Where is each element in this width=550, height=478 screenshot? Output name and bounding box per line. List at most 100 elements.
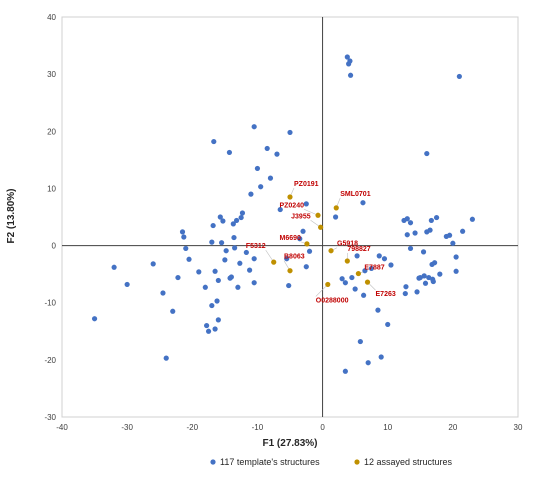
template-structure-point [217, 214, 223, 220]
series-template-structures [91, 54, 475, 374]
template-structure-point [196, 269, 202, 275]
template-structure-point [209, 302, 215, 309]
template-structure-point [297, 236, 303, 242]
legend-label-assayed: 12 assayed structures [364, 457, 453, 467]
assayed-structure-point [318, 224, 324, 230]
label-leader-line [315, 284, 328, 297]
template-structure-point [453, 268, 459, 274]
template-structure-point [228, 274, 234, 280]
template-structure-point [450, 240, 456, 246]
assayed-structure-label: E7263 [376, 291, 396, 298]
x-tick-label: -30 [121, 423, 133, 432]
template-structure-point [163, 355, 169, 361]
assayed-structure-label: O0288000 [316, 297, 349, 304]
assayed-structure-point [304, 241, 310, 247]
template-structure-point [349, 274, 355, 281]
legend-label-template: 117 template's structures [220, 457, 320, 467]
template-structure-point [212, 326, 218, 332]
assayed-structure-label: 798827 [347, 246, 370, 253]
template-structure-point [258, 184, 264, 190]
template-structure-point [376, 253, 382, 259]
assayed-structure-label: F5312 [246, 243, 266, 250]
template-structure-point [365, 360, 371, 366]
template-structure-point [447, 232, 453, 238]
template-structure-point [433, 214, 440, 221]
template-structure-point [254, 165, 261, 172]
template-structure-point [404, 216, 410, 222]
x-tick-label: 10 [383, 423, 392, 432]
template-structure-point [342, 280, 348, 286]
template-structure-point [226, 149, 233, 156]
template-structure-point [361, 292, 367, 298]
assayed-structure-label: M6690 [280, 235, 302, 242]
template-structure-point [204, 322, 210, 329]
template-structure-point [287, 129, 293, 136]
point-labels: PZ0191 PZ0240 J3955 SML0701 G5918 M6690 F5312 B… [246, 181, 396, 304]
template-structure-point [247, 267, 253, 273]
assayed-structure-label: PZ0240 [279, 202, 304, 209]
template-structure-point [223, 248, 229, 254]
template-structure-point [453, 254, 459, 260]
template-structure-point [354, 253, 360, 259]
y-tick-label: 40 [47, 13, 56, 22]
template-structure-point [460, 228, 466, 234]
template-structure-point [267, 175, 274, 181]
template-structure-point [179, 229, 186, 235]
assayed-structure-point [328, 248, 334, 254]
template-structure-point [362, 268, 368, 274]
x-tick-label: -10 [252, 423, 264, 432]
template-structure-point [432, 260, 438, 266]
template-structure-point [430, 278, 436, 285]
template-structure-point [344, 54, 350, 60]
assayed-structure-point [333, 205, 339, 211]
template-structure-point [91, 316, 98, 322]
template-structure-point [277, 206, 283, 213]
assayed-structure-label: E7887 [364, 265, 384, 272]
y-tick-label: -20 [44, 356, 56, 365]
assayed-structure-point [315, 212, 321, 218]
template-structure-point [205, 328, 212, 334]
template-structure-point [248, 191, 254, 197]
template-structure-point [238, 214, 244, 221]
assayed-structure-label: J3955 [291, 213, 311, 220]
template-structure-point [210, 222, 216, 229]
template-structure-point [456, 73, 462, 80]
template-structure-point [303, 201, 309, 207]
template-structure-point [333, 214, 339, 220]
template-structure-point [300, 228, 306, 234]
template-structure-point [214, 298, 220, 304]
x-tick-label: 30 [514, 423, 523, 432]
y-tick-label: 30 [47, 70, 56, 79]
template-structure-point [404, 232, 410, 238]
template-structure-point [181, 234, 187, 240]
legend: 117 template's structures 12 assayed str… [210, 457, 453, 467]
assayed-structure-label: PZ0191 [294, 181, 319, 188]
y-tick-label: -10 [44, 299, 56, 308]
template-structure-point [264, 145, 270, 152]
template-structure-point [286, 282, 292, 289]
template-structure-point [150, 261, 156, 267]
assayed-structure-point [325, 281, 331, 288]
plot-border [61, 16, 519, 418]
y-tick-labels: -30 -20 -10 0 10 20 30 40 [44, 13, 56, 422]
y-axis-title: F2 (13.80%) [6, 188, 17, 243]
template-structure-point [170, 308, 176, 314]
y-tick-label: 20 [47, 127, 56, 136]
template-structure-point [230, 221, 236, 227]
x-tick-labels: -40 -30 -20 -10 0 10 20 30 [56, 423, 523, 432]
template-structure-point [375, 307, 381, 313]
template-structure-point [424, 150, 430, 157]
template-structure-point [209, 239, 215, 245]
template-structure-point [347, 72, 354, 78]
template-structure-point [469, 216, 475, 222]
assayed-structure-point [287, 268, 293, 274]
y-tick-label: 10 [47, 184, 56, 193]
assayed-structure-point [344, 258, 350, 264]
series-assayed-structures [271, 194, 371, 288]
template-structure-point [231, 234, 237, 241]
template-structure-point [219, 240, 225, 246]
template-structure-point [215, 317, 221, 323]
x-tick-label: -40 [56, 423, 68, 432]
template-structure-point [211, 138, 217, 145]
